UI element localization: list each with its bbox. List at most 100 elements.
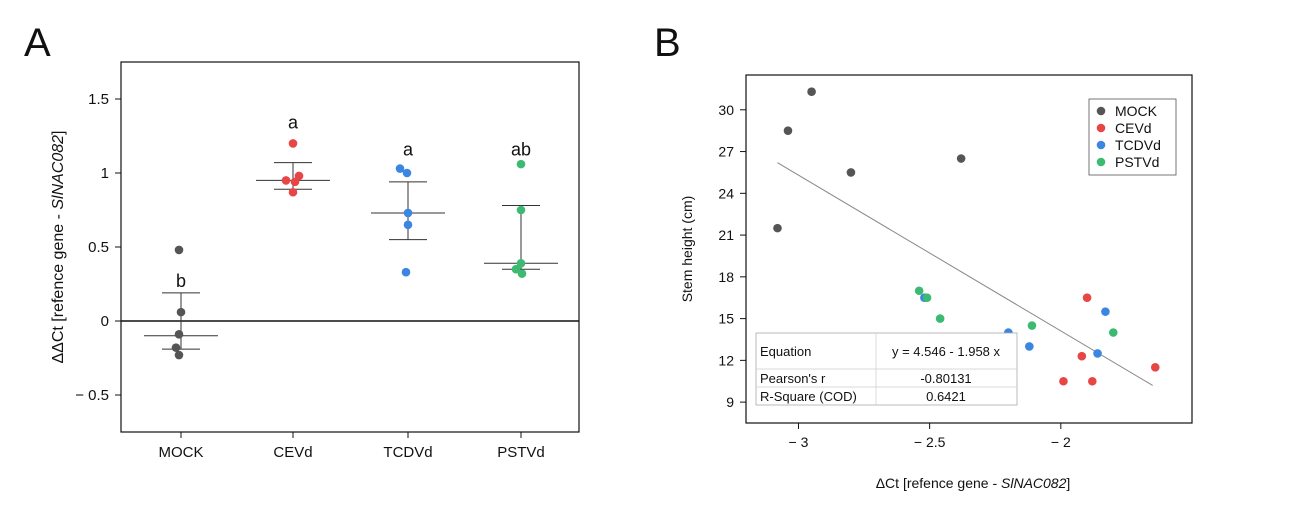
legend-marker <box>1096 157 1106 167</box>
data-point <box>288 139 298 148</box>
y-tick-label: 1 <box>101 165 109 182</box>
legend-marker <box>1096 106 1106 116</box>
y-tick-label: 12 <box>718 352 734 368</box>
data-point <box>1027 321 1037 330</box>
panel-b-points <box>773 87 1160 386</box>
data-point <box>1101 307 1110 316</box>
series-cevd <box>1059 293 1160 386</box>
data-point <box>935 314 945 323</box>
data-point <box>174 245 184 255</box>
data-point <box>174 330 184 339</box>
group-pstvd: ab <box>484 139 558 278</box>
y-tick-label: 15 <box>718 311 734 327</box>
panel-b-x-ticks: − 3 − 2.5 − 2 <box>789 423 1071 450</box>
y-tick-label: 1.5 <box>88 91 109 108</box>
data-point <box>176 307 186 317</box>
data-point <box>281 176 291 185</box>
group-tcdvd: a <box>371 139 445 277</box>
series-pstvd <box>914 286 1118 337</box>
data-point <box>846 168 856 177</box>
data-point <box>1093 349 1102 358</box>
panel-b-label: B <box>654 21 681 65</box>
panel-a: A 1.5 1 0.5 0 − 0.5 MOCK CEVd TCDVd PSTVd b a a ab… <box>24 21 580 461</box>
y-tick-label: 0.5 <box>88 239 109 256</box>
significance-letter: b <box>176 271 186 291</box>
x-tick-label: MOCK <box>159 444 204 461</box>
data-point <box>403 208 413 218</box>
panel-b-x-axis-label: ΔCt [refence gene - SlNAC082] <box>876 475 1071 491</box>
x-tick-label: − 2.5 <box>914 434 946 450</box>
panel-a-y-ticks: 1.5 1 0.5 0 − 0.5 <box>75 91 121 404</box>
data-point <box>922 293 932 303</box>
panel-a-plot-frame <box>120 61 580 433</box>
data-point <box>1082 293 1092 303</box>
data-point <box>914 286 924 296</box>
panel-b: B 30 27 24 21 18 15 12 9 − 3 − 2.5 − 2 MOCKCEVdTC… <box>654 21 1193 491</box>
stats-label-r-square: R-Square (COD) <box>760 389 857 404</box>
x-tick-label: CEVd <box>273 444 312 461</box>
x-tick-label: − 2 <box>1051 434 1071 450</box>
data-point <box>783 126 793 135</box>
data-point <box>807 87 816 97</box>
stats-value-equation: y = 4.546 - 1.958 x <box>892 344 1001 359</box>
panel-b-plot-frame <box>745 74 1193 424</box>
group-mock: b <box>144 245 218 360</box>
panel-b-stats-table: Equation y = 4.546 - 1.958 x Pearson's r… <box>755 332 1018 406</box>
x-tick-label: PSTVd <box>497 444 545 461</box>
stats-label-pearson: Pearson's r <box>760 371 826 386</box>
legend-label: CEVd <box>1115 120 1152 136</box>
y-tick-label: 24 <box>718 185 734 201</box>
y-tick-label: 0 <box>101 313 109 330</box>
legend-label: MOCK <box>1115 103 1158 119</box>
y-tick-label: 21 <box>718 227 734 243</box>
panel-b-fit-line <box>777 162 1153 386</box>
legend-marker <box>1096 140 1106 150</box>
data-point <box>956 154 966 163</box>
data-point <box>517 269 527 278</box>
data-point <box>395 164 405 173</box>
y-tick-label: 30 <box>718 102 734 118</box>
data-point <box>402 168 412 178</box>
significance-letter: a <box>403 139 414 159</box>
legend-label: PSTVd <box>1115 154 1159 170</box>
data-point <box>1150 363 1160 372</box>
significance-letter: ab <box>511 139 531 159</box>
data-point <box>773 223 782 233</box>
stats-label-equation: Equation <box>760 344 811 359</box>
data-point <box>516 159 526 169</box>
panel-b-y-ticks: 30 27 24 21 18 15 12 9 <box>718 102 746 410</box>
data-point <box>511 264 521 274</box>
x-tick-label: TCDVd <box>383 444 432 461</box>
data-point <box>516 258 526 268</box>
stats-value-r-square: 0.6421 <box>926 389 966 404</box>
data-point <box>290 177 300 187</box>
significance-letter: a <box>288 113 299 133</box>
data-point <box>1088 376 1097 386</box>
data-point <box>288 187 298 197</box>
stats-value-pearson: -0.80131 <box>920 371 971 386</box>
data-point <box>401 267 411 277</box>
panel-b-y-axis-label: Stem height (cm) <box>679 196 695 303</box>
data-point <box>171 343 181 352</box>
legend-marker <box>1096 123 1106 133</box>
data-point <box>516 205 526 215</box>
data-point <box>1025 342 1034 351</box>
data-point <box>1077 351 1087 361</box>
panel-a-label: A <box>24 21 51 65</box>
panel-a-groups: b a a ab <box>144 113 558 360</box>
legend-label: TCDVd <box>1115 137 1161 153</box>
x-tick-label: − 3 <box>789 434 809 450</box>
y-tick-label: 18 <box>718 269 734 285</box>
data-point <box>174 350 184 360</box>
panel-a-y-axis-label: ΔΔCt [refence gene - SlNAC082] <box>50 130 67 363</box>
group-cevd: a <box>256 113 330 197</box>
series-mock <box>773 87 966 233</box>
data-point <box>1059 376 1068 386</box>
y-tick-label: − 0.5 <box>75 387 109 404</box>
y-tick-label: 9 <box>726 394 734 410</box>
y-tick-label: 27 <box>718 144 734 160</box>
data-point <box>1108 328 1118 337</box>
panel-a-x-ticks: MOCK CEVd TCDVd PSTVd <box>159 432 545 461</box>
